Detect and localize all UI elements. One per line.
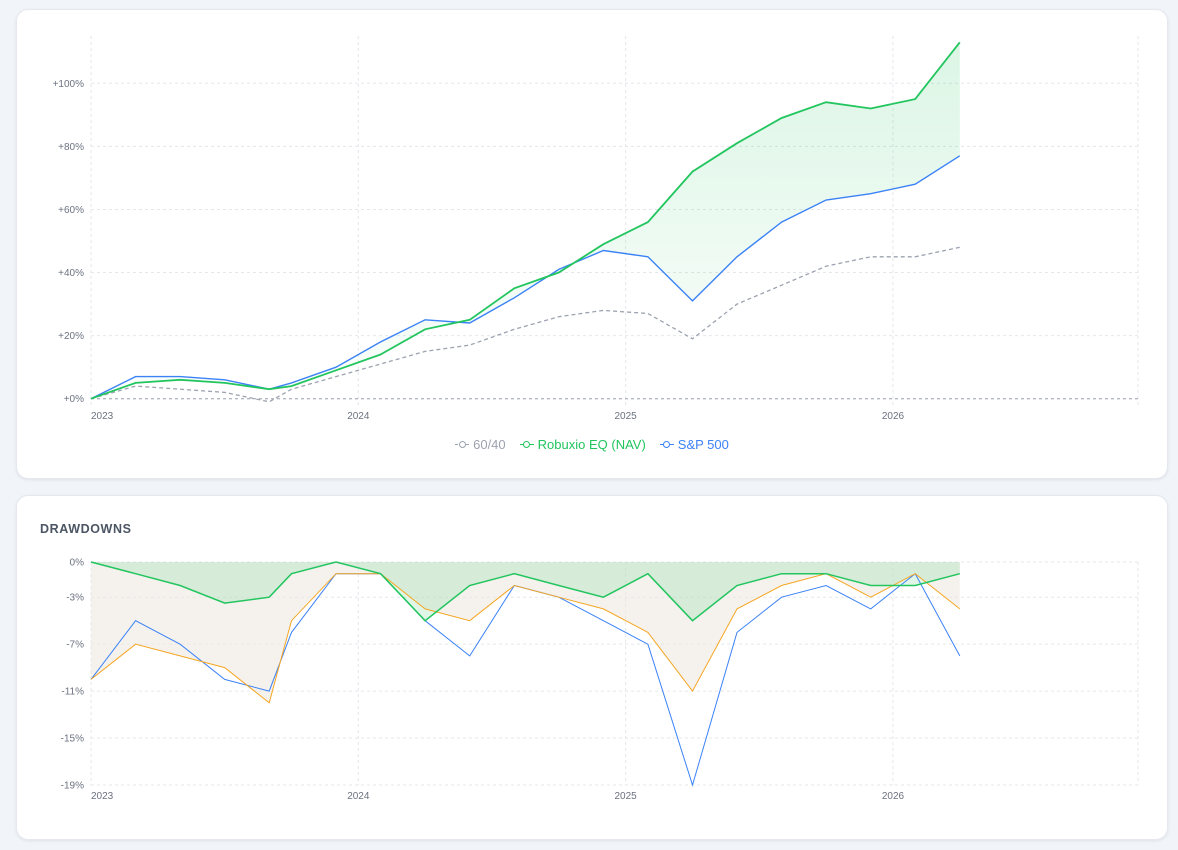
dd-area-orange (91, 562, 960, 703)
drawdowns-title: DRAWDOWNS (40, 522, 132, 536)
perf-y-tick-label: +0% (64, 394, 84, 405)
perf-x-tick-label: 2026 (882, 411, 905, 422)
series-line-robuxio (90, 41, 961, 400)
dd-y-tick-label: 0% (70, 558, 85, 569)
perf-y-tick-label: +60% (58, 205, 84, 216)
dd-line-orange (90, 573, 961, 704)
dd-y-tick-label: -7% (66, 640, 84, 651)
dd-y-tick-label: -15% (61, 734, 84, 745)
dd-x-tick-label: 2024 (347, 791, 370, 802)
legend-label-sp500: S&P 500 (677, 437, 729, 452)
dd-area-green (91, 562, 960, 621)
dd-y-tick-label: -19% (61, 781, 84, 792)
perf-area-fill (91, 42, 960, 399)
legend-item-sp500[interactable]: S&P 500 (659, 437, 729, 452)
series-line-sp500 (90, 155, 961, 400)
performance-chart: +0% +20% +40% +60% +80% +100% 2023 2024 2025 2026 (53, 36, 1139, 422)
perf-y-tick-label: +80% (58, 142, 84, 153)
perf-plot: +0% +20% +40% +60% +80% +100% 2023 2024 2025 2026 (53, 36, 1139, 422)
legend-marker-robuxio (519, 440, 534, 450)
dd-x-tick-label: 2023 (91, 791, 114, 802)
dd-x-tick-label: 2025 (615, 791, 638, 802)
performance-card: +0% +20% +40% +60% +80% +100% 2023 2024 2025 2026… (16, 9, 1168, 479)
dd-plot: 0% -3% -7% -11% -15% -19% 2023 2024 2025 2026 (61, 558, 1139, 802)
dd-x-tick-label: 2026 (882, 791, 905, 802)
perf-x-tick-label: 2023 (91, 411, 114, 422)
legend-marker-sp500 (659, 440, 674, 450)
perf-y-tick-label: +20% (58, 331, 84, 342)
drawdowns-chart: 0% -3% -7% -11% -15% -19% 2023 2024 2025 2026 (61, 558, 1139, 802)
perf-x-tick-label: 2024 (347, 411, 370, 422)
series-line-60-40 (90, 246, 960, 403)
legend-label-robuxio: Robuxio EQ (NAV) (537, 437, 646, 452)
legend-marker-60-40 (455, 440, 470, 450)
legend-item-robuxio[interactable]: Robuxio EQ (NAV) (519, 437, 646, 452)
dd-y-tick-label: -3% (66, 593, 84, 604)
legend-label-60-40: 60/40 (473, 437, 506, 452)
chart-legend: 60/40 Robuxio EQ (NAV) S&P 500 (17, 437, 1167, 452)
legend-item-60-40[interactable]: 60/40 (455, 437, 506, 452)
drawdowns-card: DRAWDOWNS 0% -3% -7% -11% -15% -19% 2023 2024 20… (16, 495, 1168, 840)
perf-x-tick-label: 2025 (615, 411, 638, 422)
dd-line-green (90, 561, 960, 622)
perf-y-tick-label: +40% (58, 268, 84, 279)
perf-y-tick-label: +100% (53, 79, 85, 90)
dd-y-tick-label: -11% (61, 687, 84, 698)
